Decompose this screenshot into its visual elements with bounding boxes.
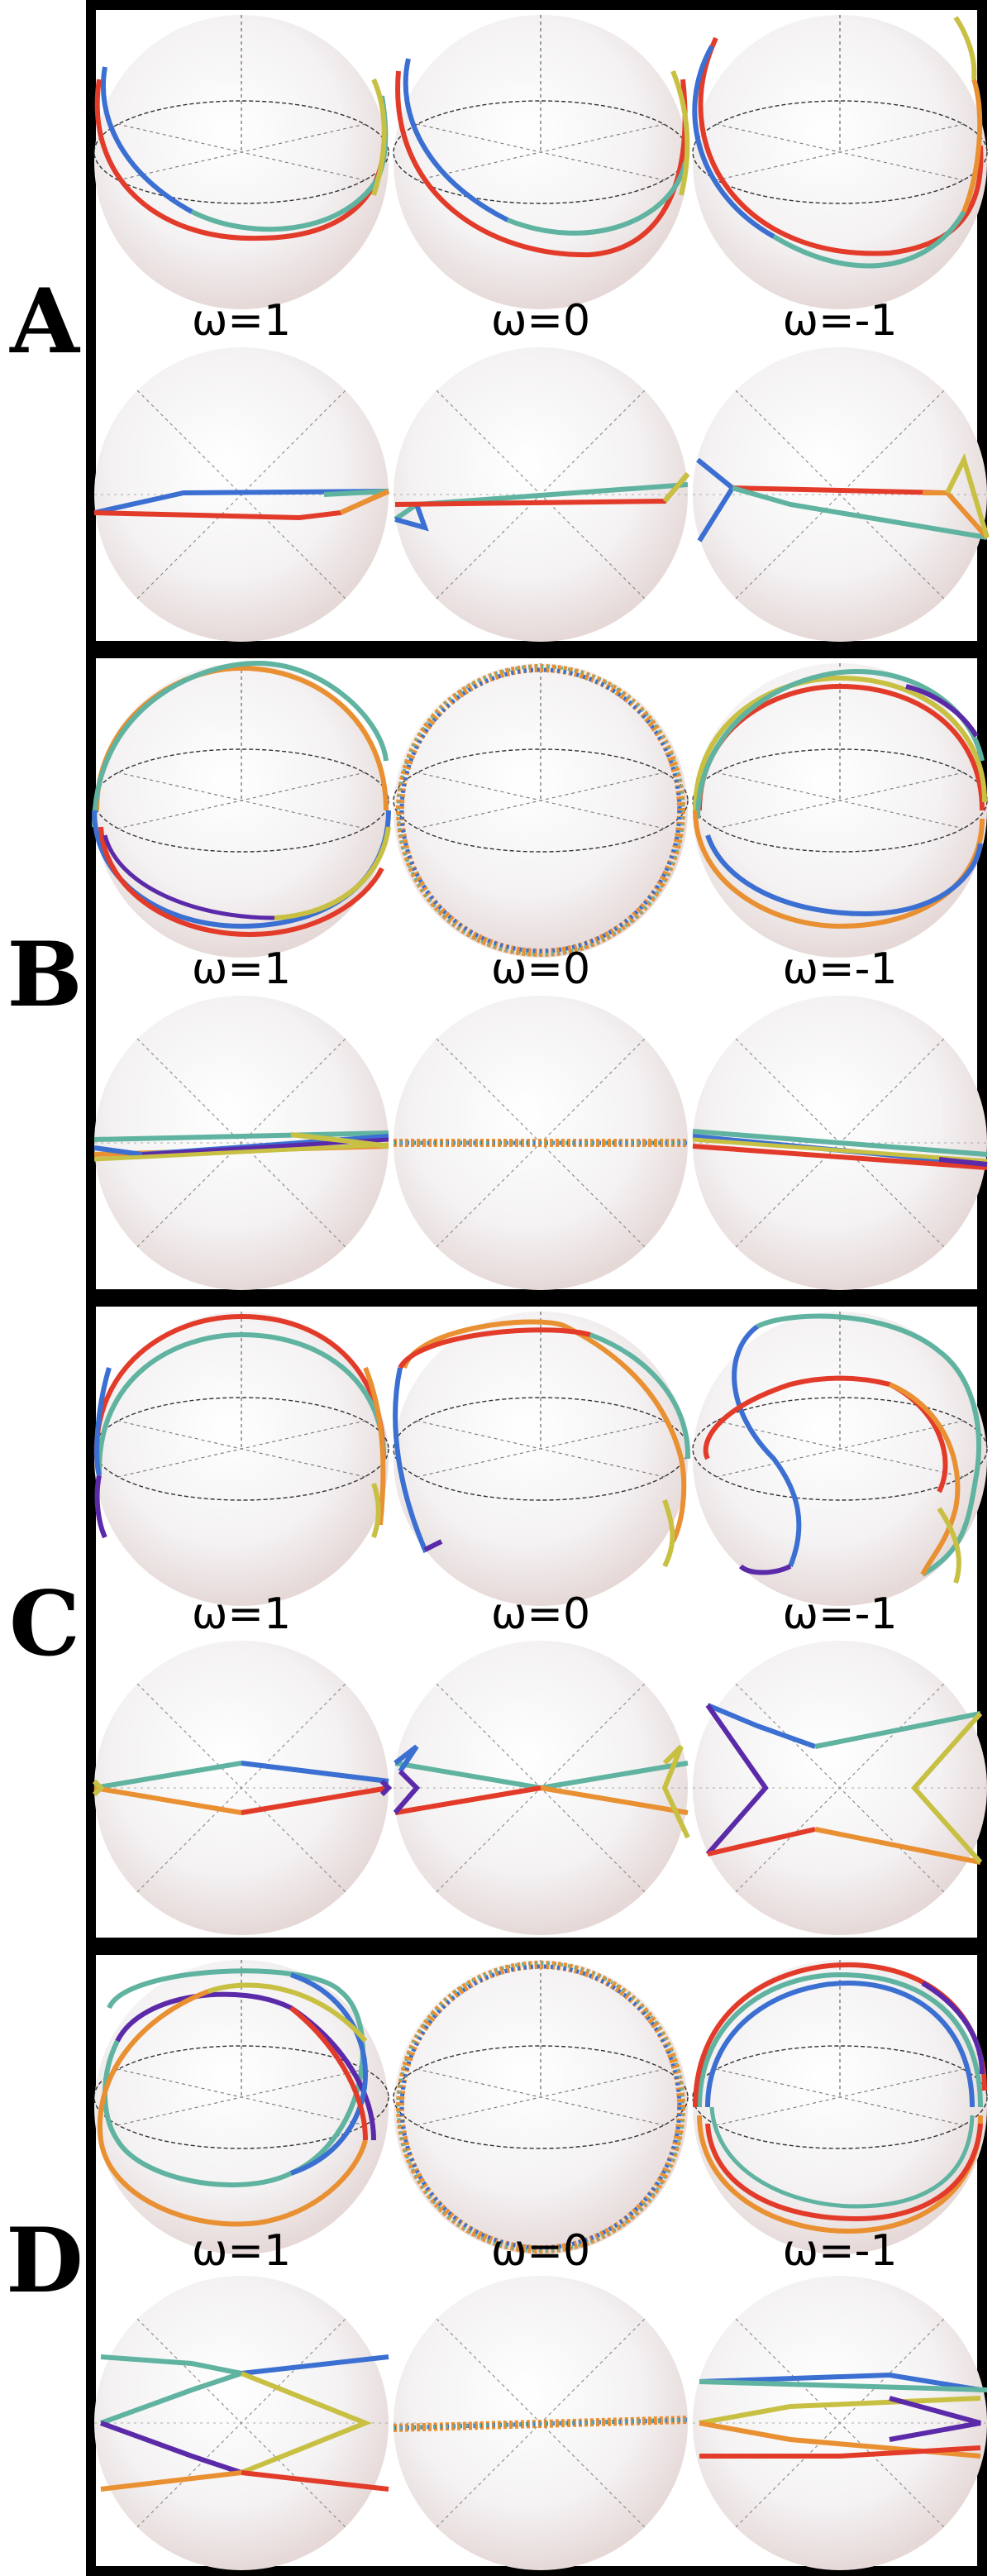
panel-letter-c: C [9,1572,80,1676]
sphere-b-top-2 [393,662,689,958]
sphere-d-bottom-1 [93,2275,389,2571]
sphere-c-top-2 [393,1311,691,1607]
sphere-b-bottom-3 [692,995,988,1291]
sphere-a-bottom-2 [393,346,690,643]
omega-label-c-2: ω=0 [490,1589,591,1639]
panel-letter-d: D [6,2209,83,2313]
sphere-b-top-3 [692,662,988,958]
sphere-a-top-1 [93,14,389,310]
omega-label-d-2: ω=0 [490,2226,591,2276]
sphere-c-bottom-2 [393,1640,690,1936]
sphere-a-top-2 [393,14,690,310]
omega-label-c-1: ω=1 [191,1589,292,1639]
omega-label-d-1: ω=1 [191,2226,292,2276]
omega-label-a-3: ω=-1 [782,296,898,346]
omega-label-b-3: ω=-1 [782,944,898,994]
omega-label-c-3: ω=-1 [782,1589,898,1639]
omega-label-a-2: ω=0 [490,296,591,346]
omega-label-b-1: ω=1 [191,944,292,994]
sphere-a-bottom-3 [692,346,990,643]
omega-label-d-3: ω=-1 [782,2226,898,2276]
sphere-c-bottom-1 [92,1640,393,1936]
omega-label-a-1: ω=1 [191,296,292,346]
sphere-c-bottom-3 [692,1640,988,1936]
sphere-d-top-3 [692,1959,988,2255]
sphere-a-top-3 [692,14,988,310]
panel-letter-a: A [10,270,79,374]
sphere-d-bottom-3 [692,2275,988,2571]
sphere-b-top-1 [92,660,391,958]
sphere-b-bottom-1 [93,995,389,1291]
sphere-d-top-1 [93,1959,389,2255]
sphere-c-top-3 [692,1311,988,1607]
sphere-a-bottom-1 [93,346,390,643]
sphere-c-top-1 [93,1311,389,1607]
sphere-b-bottom-2 [393,995,689,1291]
panel-letter-b: B [7,923,83,1027]
sphere-d-top-2 [393,1959,689,2255]
sphere-d-bottom-2 [393,2275,689,2571]
omega-label-b-2: ω=0 [490,944,591,994]
